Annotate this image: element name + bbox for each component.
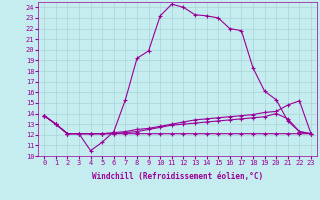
X-axis label: Windchill (Refroidissement éolien,°C): Windchill (Refroidissement éolien,°C) bbox=[92, 172, 263, 181]
